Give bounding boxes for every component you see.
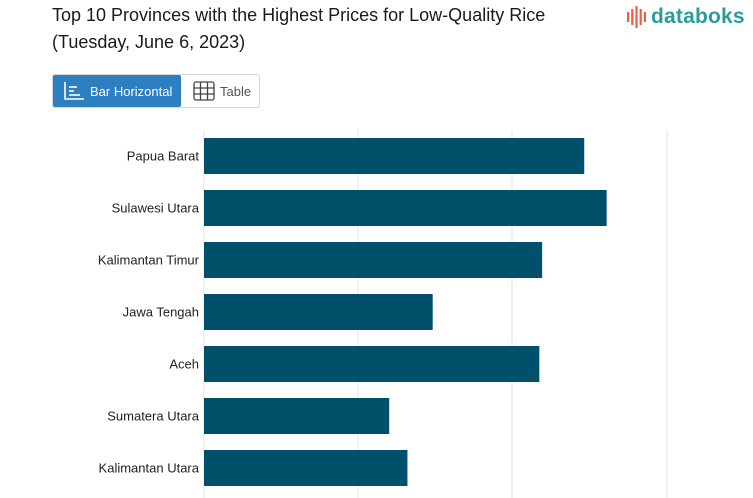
bar[interactable]: [204, 294, 433, 330]
category-label: Kalimantan Utara: [99, 461, 200, 476]
logo-bar: [631, 9, 634, 25]
chart-title: Top 10 Provinces with the Highest Prices…: [52, 2, 612, 56]
databoks-logo[interactable]: databoks: [626, 4, 745, 30]
bar[interactable]: [204, 242, 543, 278]
bar[interactable]: [204, 190, 607, 226]
logo-text: databoks: [651, 5, 745, 28]
view-toggle: Bar Horizontal Table: [52, 74, 260, 108]
logo-bar: [639, 9, 642, 25]
table-icon: [193, 81, 215, 101]
category-label: Sulawesi Utara: [112, 201, 200, 216]
bars: [204, 138, 607, 486]
category-label: Aceh: [169, 357, 199, 372]
table-label: Table: [220, 83, 252, 99]
bar-horizontal-button[interactable]: Bar Horizontal: [53, 75, 181, 107]
bar[interactable]: [204, 398, 390, 434]
databoks-bars-icon: [627, 6, 646, 28]
category-labels: Papua Barat Sulawesi Utara Kalimantan Timu…: [98, 149, 200, 476]
chart-title-line1: Top 10 Provinces with the Highest Prices…: [52, 5, 546, 25]
bar[interactable]: [204, 450, 408, 486]
chart-subtitle: (Tuesday, June 6, 2023): [52, 32, 246, 52]
bar-horizontal-label: Bar Horizontal: [90, 83, 173, 99]
category-label: Sumatera Utara: [107, 409, 200, 424]
logo-bar: [627, 12, 630, 22]
logo-bar: [643, 12, 646, 22]
table-button[interactable]: Table: [181, 75, 251, 107]
bar[interactable]: [204, 346, 540, 382]
category-label: Kalimantan Timur: [98, 253, 200, 268]
category-label: Jawa Tengah: [123, 305, 199, 320]
bar[interactable]: [204, 138, 585, 174]
logo-bar: [635, 6, 638, 28]
bar-chart-icon: [64, 82, 84, 100]
category-label: Papua Barat: [127, 149, 200, 164]
